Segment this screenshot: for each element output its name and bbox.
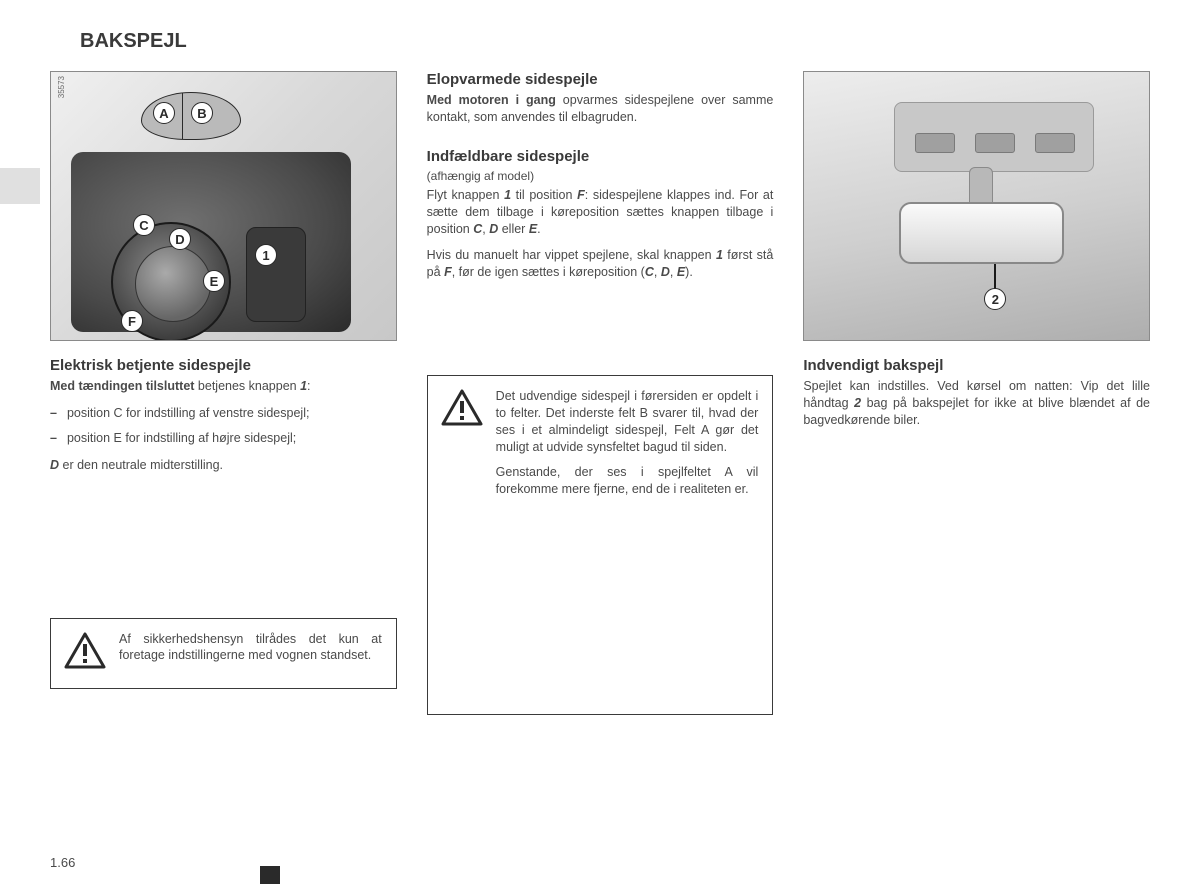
- content-columns: 35573 A B C D E F 1 Elektrisk betjente s…: [50, 71, 1150, 715]
- bullet-item: – position E for indstilling af højre si…: [50, 430, 397, 447]
- mid-sec2-p1: Flyt knappen 1 til position F: sidespejl…: [427, 187, 774, 238]
- left-neutral: D er den neutrale midterstilling.: [50, 457, 397, 474]
- page-number: 1.66: [50, 855, 75, 870]
- mid-sec1-text: Med motoren i gang opvarmes sidespejlene…: [427, 92, 774, 126]
- column-right: 35574 2 Indvendigt bakspejl Spejlet kan …: [803, 71, 1150, 715]
- left-warning-box: Af sikkerhedshensyn tilrådes det kun at …: [50, 618, 397, 689]
- figure-ref-left: 35573: [57, 76, 66, 98]
- window-controls: [246, 227, 306, 322]
- mid-warning-text: Det udvendige sidespejl i førersiden er …: [496, 388, 759, 505]
- bullet-dash: –: [50, 405, 57, 422]
- callout-F: F: [121, 310, 143, 332]
- mid-sec2-heading: Indfældbare sidespejle: [427, 148, 774, 165]
- side-tab: [0, 168, 40, 204]
- callout-E: E: [203, 270, 225, 292]
- mid-sec2-sub: (afhængig af model): [427, 169, 774, 183]
- callout-1: 1: [255, 244, 277, 266]
- warning-icon: [440, 388, 484, 433]
- callout-D: D: [169, 228, 191, 250]
- figure-door-mirror: 35573 A B C D E F 1: [50, 71, 397, 341]
- bullet-item: – position C for indstilling af venstre …: [50, 405, 397, 422]
- mid-warning-box: Det udvendige sidespejl i førersiden er …: [427, 375, 774, 715]
- bottom-thumb-tab: [260, 866, 280, 884]
- left-bullets: – position C for indstilling af venstre …: [50, 405, 397, 447]
- warning-icon: [63, 631, 107, 676]
- bullet-dash: –: [50, 430, 57, 447]
- left-warning-text: Af sikkerhedshensyn tilrådes det kun at …: [119, 631, 382, 665]
- left-intro: Med tændingen tilsluttet betjenes knappe…: [50, 378, 397, 395]
- mid-sec1-heading: Elopvarmede sidespejle: [427, 71, 774, 88]
- callout-A: A: [153, 102, 175, 124]
- callout-B: B: [191, 102, 213, 124]
- right-heading: Indvendigt bakspejl: [803, 357, 1150, 374]
- left-heading: Elektrisk betjente sidespejle: [50, 357, 397, 374]
- column-left: 35573 A B C D E F 1 Elektrisk betjente s…: [50, 71, 397, 715]
- interior-mirror: [899, 202, 1064, 264]
- overhead-console: [894, 102, 1094, 172]
- callout-C: C: [133, 214, 155, 236]
- mid-sec2-p2: Hvis du manuelt har vippet spejlene, ska…: [427, 247, 774, 281]
- right-paragraph: Spejlet kan indstilles. Ved kørsel om na…: [803, 378, 1150, 429]
- page-title: BAKSPEJL: [80, 30, 1150, 53]
- figure-interior-mirror: 35574 2: [803, 71, 1150, 341]
- column-middle: Elopvarmede sidespejle Med motoren i gan…: [427, 71, 774, 715]
